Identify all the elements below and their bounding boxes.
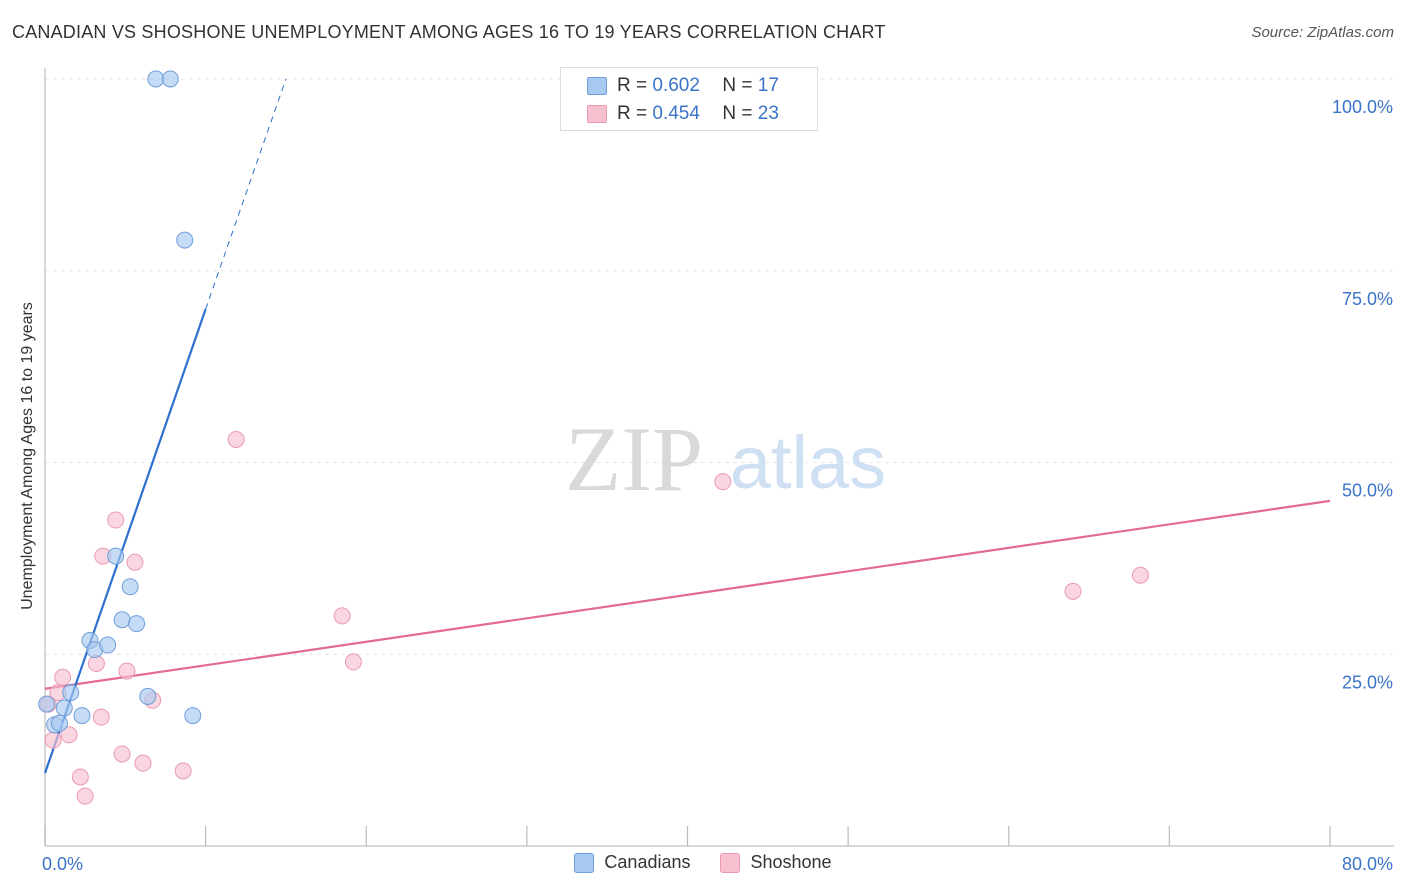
tick-labels: 100.0% 75.0% 50.0% 25.0% 0.0% 80.0%: [42, 97, 1393, 874]
r-label: R =: [617, 103, 648, 124]
shoshone-point: [174, 762, 192, 780]
n-label: N =: [722, 75, 753, 96]
y-tick-label: 50.0%: [1342, 481, 1393, 501]
canadians-point: [128, 615, 146, 633]
legend-item-canadians[interactable]: Canadians: [574, 852, 690, 873]
shoshone-point: [1131, 566, 1149, 584]
shoshone-point: [118, 662, 136, 680]
n-label: N =: [722, 103, 753, 124]
y-tick-label: 75.0%: [1342, 289, 1393, 309]
shoshone-point: [227, 430, 245, 448]
n-value-canadians: 17: [757, 75, 779, 96]
shoshone-point: [714, 473, 732, 491]
shoshone-point: [71, 768, 89, 786]
stats-legend: R = 0.602 N = 17 R = 0.454 N = 23: [560, 67, 818, 131]
legend-label-canadians: Canadians: [604, 852, 691, 872]
shoshone-point: [113, 745, 131, 763]
canadians-point: [184, 707, 202, 725]
watermark-atlas: atlas: [730, 421, 886, 504]
chart-title: CANADIAN VS SHOSHONE UNEMPLOYMENT AMONG …: [12, 22, 886, 42]
canadians-point: [55, 699, 73, 717]
legend-label-shoshone: Shoshone: [750, 852, 832, 872]
shoshone-point: [76, 787, 94, 805]
canadians-point: [99, 636, 117, 654]
n-value-shoshone: 23: [757, 103, 779, 124]
r-value-shoshone: 0.454: [652, 103, 700, 124]
canadians-point: [161, 70, 179, 88]
legend-row-shoshone: R = 0.454 N = 23: [587, 102, 779, 126]
canadians-point: [50, 714, 68, 732]
legend-item-shoshone[interactable]: Shoshone: [720, 852, 832, 873]
canadians-point: [147, 70, 165, 88]
shoshone-point: [134, 754, 152, 772]
shoshone-point: [44, 731, 62, 749]
y-tick-label: 100.0%: [1332, 97, 1393, 117]
gridlines: [45, 78, 1394, 655]
canadians-legend-swatch: [574, 852, 595, 873]
canadians-swatch: [587, 77, 607, 95]
shoshone-legend-swatch: [720, 852, 741, 873]
shoshone-swatch: [587, 105, 607, 123]
x-tick-label: 80.0%: [1342, 854, 1393, 874]
r-label: R =: [617, 75, 648, 96]
canadians-point: [121, 578, 139, 596]
legend-row-canadians: R = 0.602 N = 17: [587, 74, 779, 98]
shoshone-point: [92, 708, 110, 726]
r-value-canadians: 0.602: [652, 75, 700, 96]
watermark: ZIP atlas: [565, 408, 886, 510]
shoshone-point: [126, 553, 144, 571]
canadians-point: [176, 231, 194, 249]
canadians-point: [38, 695, 56, 713]
shoshone-point: [333, 607, 351, 625]
canadians-point: [107, 547, 125, 565]
y-tick-label: 25.0%: [1342, 672, 1393, 692]
canadians-point: [113, 611, 131, 629]
axes: [44, 68, 1394, 847]
shoshone-point: [1064, 582, 1082, 600]
shoshone-point: [344, 653, 362, 671]
shoshone-trend-line: [44, 499, 1331, 690]
canadians-point: [139, 687, 157, 705]
canadians-point: [73, 707, 91, 725]
source-credit: Source: ZipAtlas.com: [1251, 24, 1394, 41]
series-legend: Canadians Shoshone: [0, 852, 1406, 873]
shoshone-point: [60, 726, 78, 744]
shoshone-point: [107, 511, 125, 529]
canadians-point: [62, 684, 80, 702]
x-tick-label: 0.0%: [42, 854, 83, 874]
data-points: [38, 70, 1149, 805]
watermark-zip: ZIP: [565, 408, 703, 510]
canadians-trend-extension: [205, 78, 287, 310]
shoshone-point: [54, 668, 72, 686]
